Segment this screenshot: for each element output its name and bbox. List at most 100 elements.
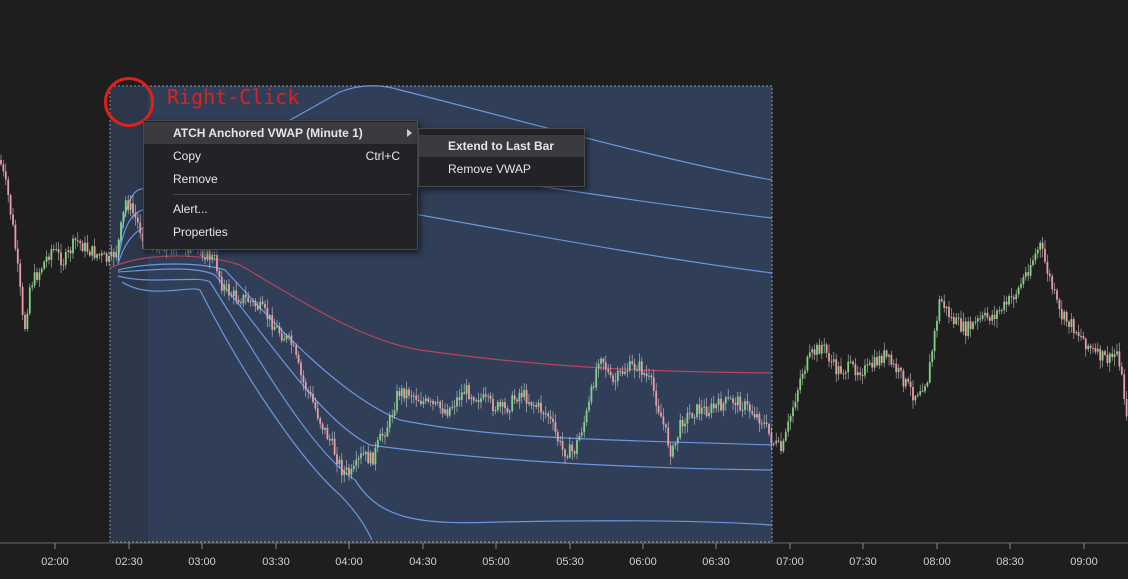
candle-body	[878, 355, 881, 366]
candle-body	[679, 419, 682, 438]
candle-body	[1029, 265, 1032, 276]
candle-body	[1060, 309, 1063, 320]
candle-body	[789, 416, 792, 422]
candle-body	[998, 310, 1001, 312]
candle-body	[792, 407, 794, 417]
menu-item-anchored-vwap[interactable]: ATCH Anchored VWAP (Minute 1)	[144, 122, 417, 144]
candle-body	[26, 313, 29, 330]
candle-body	[278, 326, 281, 334]
candle-body	[638, 361, 641, 371]
candle-body	[856, 372, 859, 376]
candle-body	[720, 398, 722, 411]
candle-body	[818, 344, 821, 354]
candle-body	[412, 395, 415, 397]
candle-body	[403, 388, 406, 399]
candle-body	[264, 303, 266, 308]
candle-body	[940, 299, 943, 302]
candle-body	[477, 400, 480, 403]
candle-body	[232, 290, 235, 296]
candle-body	[129, 203, 132, 210]
candle-body	[7, 179, 10, 196]
submenu-item-extend-to-last-bar[interactable]: Extend to Last Bar	[419, 135, 584, 157]
candle-body	[1072, 319, 1075, 334]
candle-body	[312, 393, 314, 402]
candle-body	[405, 389, 408, 399]
candle-body	[955, 317, 958, 325]
x-axis-tick-label: 08:30	[996, 556, 1024, 568]
candle-body	[398, 390, 401, 397]
candle-body	[741, 409, 744, 411]
candle-body	[852, 361, 854, 365]
candle-body	[494, 409, 497, 412]
candle-body	[415, 395, 418, 400]
candle-body	[907, 378, 910, 382]
menu-item-copy[interactable]: Copy Ctrl+C	[144, 145, 417, 167]
candle-body	[60, 252, 62, 266]
candle-body	[847, 361, 850, 373]
candle-body	[1094, 348, 1097, 352]
candle-body	[326, 427, 329, 439]
candle-body	[422, 401, 425, 404]
candle-body	[840, 366, 842, 374]
candle-body	[511, 395, 514, 411]
candle-body	[62, 264, 65, 266]
candle-body	[64, 252, 67, 265]
candle-body	[938, 299, 941, 321]
candle-body	[372, 452, 374, 465]
candle-body	[122, 211, 125, 223]
candle-body	[664, 424, 667, 428]
menu-item-properties[interactable]: Properties	[144, 221, 417, 243]
candle-body	[1048, 273, 1051, 277]
candle-body	[417, 399, 420, 401]
candle-body	[549, 416, 552, 419]
candle-body	[424, 398, 427, 402]
candle-body	[420, 400, 422, 404]
candle-body	[595, 368, 598, 388]
candle-body	[628, 361, 631, 371]
candle-body	[612, 375, 614, 382]
candle-body	[871, 362, 874, 368]
candle-body	[580, 432, 583, 436]
candle-body	[400, 388, 403, 397]
candle-body	[218, 271, 221, 277]
candle-body	[216, 254, 218, 272]
candle-body	[261, 301, 264, 304]
x-axis-tick-label: 07:00	[776, 556, 804, 568]
candle-body	[506, 407, 509, 413]
candle-body	[717, 398, 720, 405]
candle-body	[1084, 338, 1087, 350]
menu-item-remove[interactable]: Remove	[144, 168, 417, 190]
x-axis-tick-label: 06:30	[702, 556, 730, 568]
candle-body	[537, 402, 540, 407]
candle-body	[643, 373, 646, 375]
submenu-item-extend-label: Extend to Last Bar	[448, 139, 555, 153]
candle-body	[513, 395, 516, 400]
candle-body	[484, 394, 487, 397]
candle-body	[688, 412, 691, 414]
candle-body	[921, 391, 924, 393]
submenu-item-remove-vwap[interactable]: Remove VWAP	[419, 158, 584, 180]
menu-item-alert[interactable]: Alert...	[144, 198, 417, 220]
candle-body	[172, 249, 175, 251]
candle-body	[268, 315, 271, 320]
candle-body	[832, 359, 835, 362]
x-axis-tick-label: 02:00	[41, 556, 69, 568]
menu-item-alert-label: Alert...	[173, 202, 208, 216]
candle-body	[211, 254, 214, 260]
candle-body	[57, 249, 60, 253]
candle-body	[602, 358, 605, 363]
candle-body	[235, 290, 238, 300]
candle-body	[604, 362, 607, 370]
candle-body	[868, 362, 871, 365]
candle-body	[33, 272, 36, 286]
candle-body	[381, 433, 384, 436]
candle-body	[770, 433, 773, 444]
candle-body	[890, 354, 893, 365]
candle-body	[1034, 253, 1037, 261]
x-axis-tick-label: 06:00	[629, 556, 657, 568]
candle-body	[247, 297, 250, 302]
candle-body	[523, 390, 526, 398]
candle-body	[624, 371, 626, 374]
candle-body	[566, 456, 569, 458]
candle-body	[945, 306, 948, 309]
